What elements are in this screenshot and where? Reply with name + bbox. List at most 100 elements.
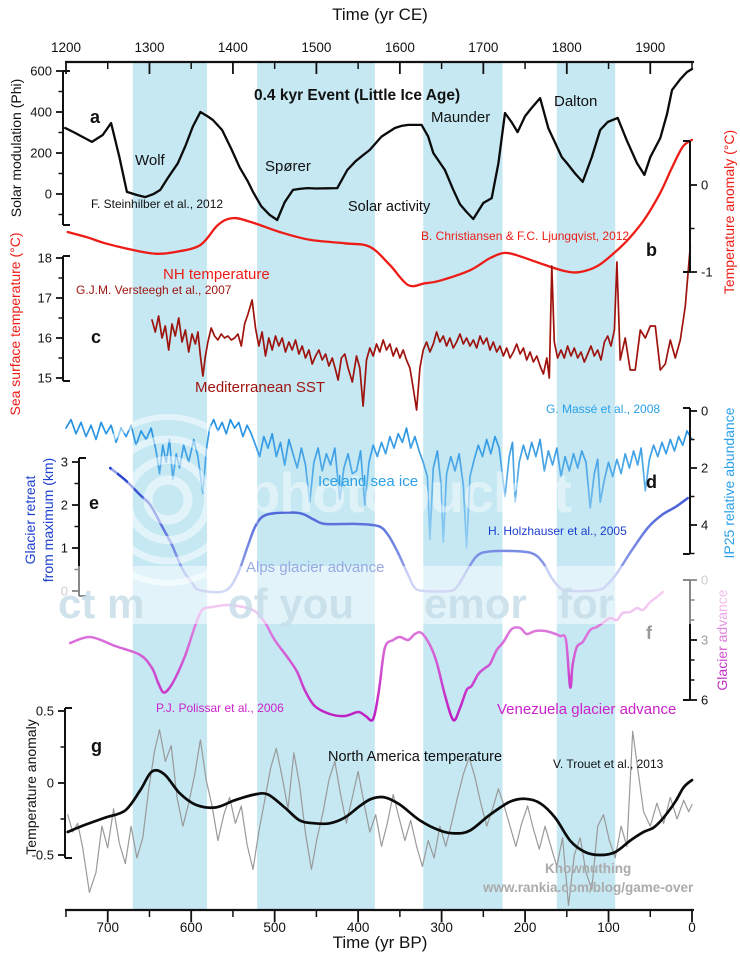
svg-text:1500: 1500 bbox=[301, 40, 331, 55]
y-axis-g: 0.5 0 -0.5 bbox=[32, 704, 72, 863]
svg-text:0.5: 0.5 bbox=[36, 704, 54, 719]
ref-holzhauser: H. Holzhauser et al., 2005 bbox=[488, 524, 627, 538]
svg-text:emor: emor bbox=[424, 580, 527, 627]
alps-glacier-advance-label: Alps glacier advance bbox=[246, 559, 385, 576]
svg-text:ct m: ct m bbox=[58, 580, 144, 627]
svg-text:100: 100 bbox=[597, 920, 620, 935]
band-wolf bbox=[132, 63, 208, 910]
svg-text:200: 200 bbox=[30, 146, 52, 161]
svg-text:photobucket: photobucket bbox=[246, 461, 571, 524]
iceland-sea-ice-label: Iceland sea ice bbox=[318, 473, 419, 490]
y-axis-d: 0 2 4 bbox=[683, 404, 708, 555]
svg-text:700: 700 bbox=[96, 920, 119, 935]
svg-text:500: 500 bbox=[263, 920, 286, 935]
svg-text:4: 4 bbox=[701, 518, 708, 533]
band-dalton bbox=[556, 63, 616, 910]
svg-text:17: 17 bbox=[38, 291, 52, 306]
panel-label-e: e bbox=[89, 493, 100, 513]
top-axis-title: Time (yr CE) bbox=[332, 5, 428, 24]
series-c bbox=[151, 245, 692, 411]
svg-text:400: 400 bbox=[30, 105, 52, 120]
nh-temperature-label: NH temperature bbox=[163, 266, 270, 283]
y-axis-c: 18 17 16 15 bbox=[38, 251, 70, 386]
svg-text:1400: 1400 bbox=[218, 40, 248, 55]
svg-text:1: 1 bbox=[61, 541, 68, 556]
y-axis-title-solar-modulation: Solar modulation (Phi) bbox=[8, 78, 24, 218]
svg-text:600: 600 bbox=[180, 920, 203, 935]
panel-label-d: d bbox=[646, 472, 657, 492]
svg-text:200: 200 bbox=[514, 920, 537, 935]
svg-text:0: 0 bbox=[45, 187, 52, 202]
ref-masse: G. Massé et al., 2008 bbox=[546, 402, 661, 416]
svg-text:1200: 1200 bbox=[51, 40, 81, 55]
panel-label-b: b bbox=[646, 240, 657, 260]
svg-text:0: 0 bbox=[688, 920, 696, 935]
svg-text:3: 3 bbox=[61, 455, 68, 470]
y-axis-title-glacier-retreat-line1: Glacier retreat bbox=[22, 475, 38, 565]
svg-text:0: 0 bbox=[701, 178, 708, 193]
svg-text:1600: 1600 bbox=[385, 40, 415, 55]
ref-versteegh: G.J.M. Versteegh et al., 2007 bbox=[76, 283, 232, 297]
y-axis-title-temperature-anomaly-b: Temperature anomaly (°C) bbox=[721, 129, 737, 295]
y-axis-title-ip25: IP25 relative abundance bbox=[721, 407, 737, 559]
maunder-minimum-label: Maunder bbox=[431, 109, 491, 126]
ref-polissar: P.J. Polissar et al., 2006 bbox=[156, 701, 284, 715]
series-g bbox=[67, 729, 693, 906]
venezuela-glacier-advance-label: Venezuela glacier advance bbox=[497, 701, 677, 718]
y-axis-title-glacier-retreat-line2: from maximum (km) bbox=[40, 457, 56, 583]
watermark-username: Knownuthing bbox=[545, 861, 632, 876]
y-axis-b: 0 -1 bbox=[683, 140, 713, 280]
ref-christiansen: B. Christiansen & F.C. Ljungqvist, 2012 bbox=[421, 229, 630, 243]
ref-trouet: V. Trouet et al., 2013 bbox=[553, 757, 664, 771]
band-spører bbox=[257, 63, 375, 910]
series-b bbox=[66, 138, 694, 288]
solar-minima-bands bbox=[132, 63, 616, 910]
svg-text:of you: of you bbox=[228, 580, 354, 627]
svg-text:-1: -1 bbox=[701, 265, 713, 280]
svg-text:0: 0 bbox=[47, 776, 54, 791]
svg-text:1700: 1700 bbox=[468, 40, 498, 55]
y-axis-title-glacier-advance: Glacier advance bbox=[714, 589, 730, 691]
x-axis: 1200 1300 1400 1500 1600 1700 1800 1900 bbox=[51, 40, 694, 74]
svg-text:18: 18 bbox=[38, 251, 52, 266]
svg-text:400: 400 bbox=[347, 920, 370, 935]
series-g bbox=[66, 768, 694, 857]
solar-activity-label: Solar activity bbox=[348, 199, 431, 215]
svg-text:2: 2 bbox=[61, 498, 68, 513]
svg-text:6: 6 bbox=[701, 693, 708, 708]
dalton-minimum-label: Dalton bbox=[554, 93, 598, 110]
svg-text:1900: 1900 bbox=[635, 40, 665, 55]
panel-label-g: g bbox=[91, 736, 102, 756]
panel-label-f: f bbox=[646, 623, 652, 643]
svg-text:300: 300 bbox=[430, 920, 453, 935]
y-axis-title-sea-surface-temperature: Sea surface temperature (°C) bbox=[7, 232, 23, 416]
svg-text:1800: 1800 bbox=[552, 40, 582, 55]
sporer-minimum-label: Spører bbox=[265, 158, 311, 175]
svg-text:for: for bbox=[558, 580, 614, 627]
svg-text:2: 2 bbox=[701, 461, 708, 476]
x-axis: 700 600 500 400 300 200 100 0 bbox=[65, 908, 696, 935]
svg-text:15: 15 bbox=[38, 371, 52, 386]
svg-text:3: 3 bbox=[701, 633, 708, 648]
event-title: 0.4 kyr Event (Little Ice Age) bbox=[254, 87, 461, 104]
north-america-temperature-label: North America temperature bbox=[328, 749, 503, 765]
y-axis-title-temperature-anomaly-g: Temperature anomaly bbox=[23, 719, 39, 855]
bottom-axis-title: Time (yr BP) bbox=[332, 933, 428, 952]
svg-text:16: 16 bbox=[38, 331, 52, 346]
ref-steinhilber: F. Steinhilber et al., 2012 bbox=[91, 197, 224, 211]
series-d bbox=[65, 418, 693, 549]
wolf-minimum-label: Wolf bbox=[135, 152, 165, 169]
svg-text:1300: 1300 bbox=[134, 40, 164, 55]
svg-text:600: 600 bbox=[30, 64, 52, 79]
y-axis-a: 600 400 200 0 bbox=[30, 64, 70, 226]
mediterranean-sst-label: Mediterranean SST bbox=[195, 379, 326, 396]
photobucket-watermark: ct m of you emor for photobucket bbox=[0, 414, 740, 627]
panel-label-a: a bbox=[90, 107, 101, 127]
panel-label-c: c bbox=[91, 327, 102, 347]
svg-text:-0.5: -0.5 bbox=[32, 848, 54, 863]
svg-text:0: 0 bbox=[701, 404, 708, 419]
watermark-url: www.rankia.com/blog/game-over bbox=[483, 880, 694, 895]
series-a bbox=[64, 67, 694, 222]
